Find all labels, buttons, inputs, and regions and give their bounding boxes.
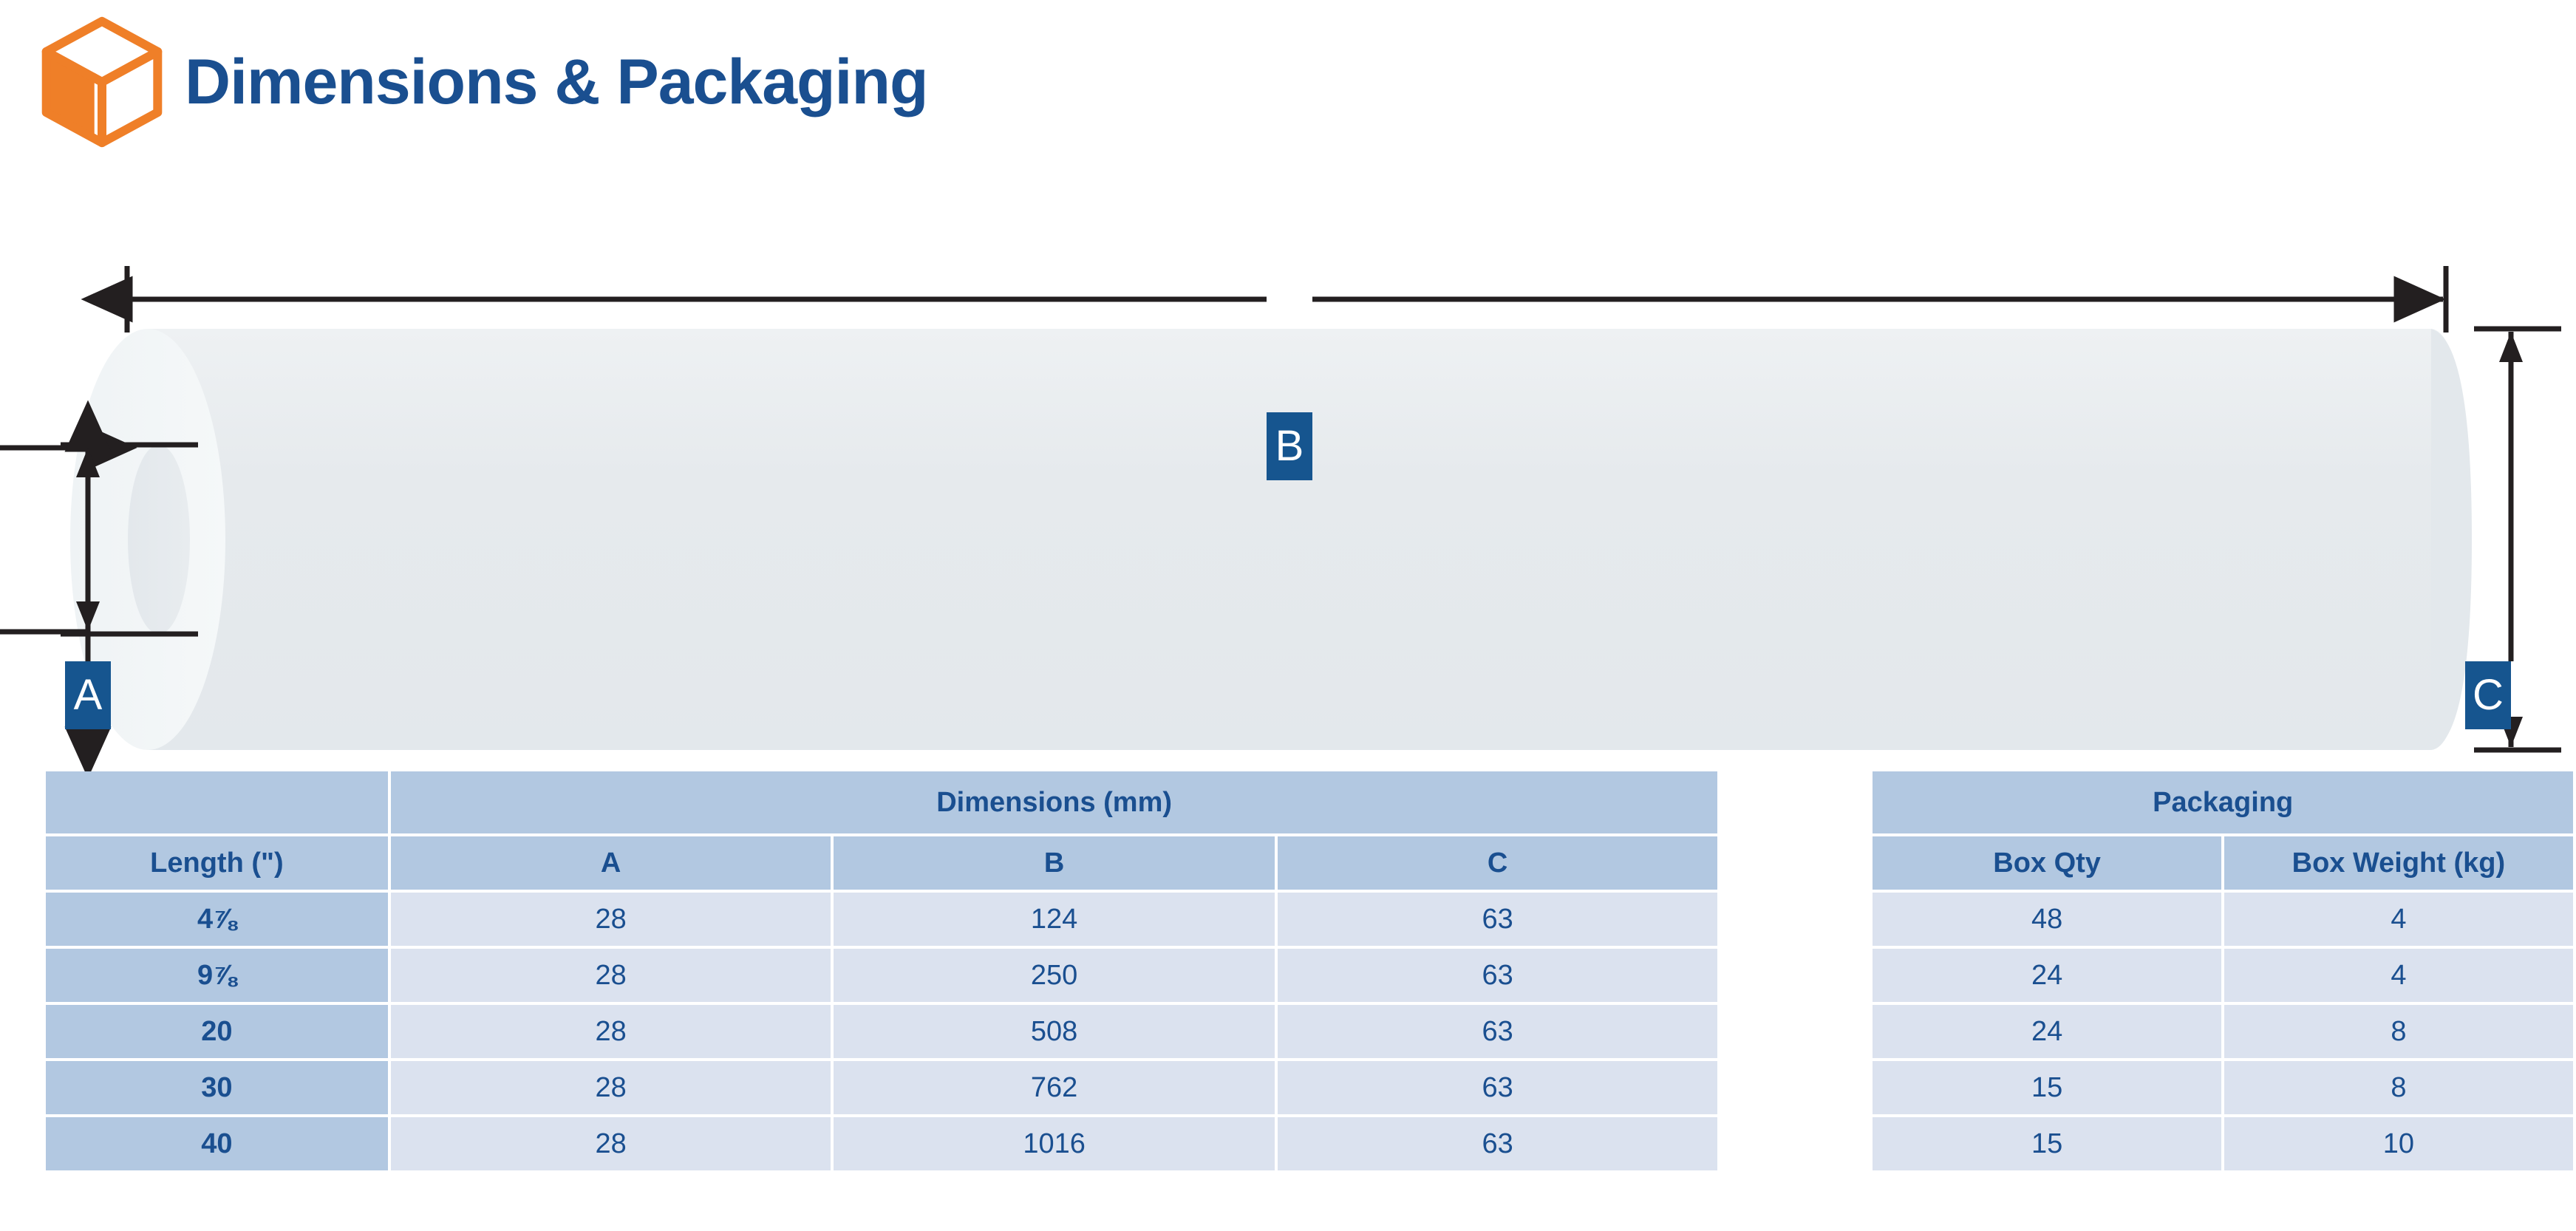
- dimension-line-b: [81, 266, 2449, 333]
- dimensions-cell-a: 28: [390, 1117, 831, 1170]
- dimensions-cell-c: 63: [1277, 893, 1718, 946]
- dimensions-cell-length: 40: [46, 1117, 388, 1170]
- cartridge-body: [70, 329, 2472, 750]
- dimensions-cell-c: 63: [1277, 1005, 1718, 1058]
- dimensions-cell-b: 762: [834, 1061, 1275, 1114]
- packaging-cell-weight: 8: [2224, 1061, 2573, 1114]
- diagram-canvas: [0, 266, 2561, 776]
- dimension-badge-b: B: [1267, 412, 1312, 480]
- dimensions-table-header-row: Length (") A B C: [46, 836, 1718, 890]
- dimensions-cell-length: 20: [46, 1005, 388, 1058]
- packaging-cell-weight: 10: [2224, 1117, 2573, 1170]
- table-row: 24 8: [1873, 1005, 2573, 1058]
- table-row: 15 8: [1873, 1061, 2573, 1114]
- packaging-cell-qty: 15: [1873, 1061, 2221, 1114]
- packaging-header-box-qty: Box Qty: [1873, 836, 2221, 890]
- table-row: 15 10: [1873, 1117, 2573, 1170]
- packaging-cell-weight: 4: [2224, 949, 2573, 1002]
- packaging-table-group-header-row: Packaging: [1873, 771, 2573, 833]
- packaging-table: Packaging Box Qty Box Weight (kg) 48 4 2…: [1870, 768, 2576, 1173]
- dimensions-cell-b: 1016: [834, 1117, 1275, 1170]
- diagram-arrowheads: [76, 332, 2523, 747]
- packaging-cell-weight: 8: [2224, 1005, 2573, 1058]
- dimensions-table-group-header-row: Dimensions (mm): [46, 771, 1718, 833]
- packaging-group-header: Packaging: [1873, 771, 2573, 833]
- dimensions-header-b: B: [834, 836, 1275, 890]
- table-row: 24 4: [1873, 949, 2573, 1002]
- packaging-cell-weight: 4: [2224, 893, 2573, 946]
- table-row: 30 28 762 63: [46, 1061, 1718, 1114]
- dimensions-group-header: Dimensions (mm): [390, 771, 1718, 833]
- dimensions-cell-c: 63: [1277, 1117, 1718, 1170]
- dimension-badge-a: A: [65, 661, 111, 729]
- packaging-cell-qty: 24: [1873, 949, 2221, 1002]
- arrowhead-a-down: [76, 601, 100, 631]
- filter-cartridge-dimension-diagram: B A C: [0, 185, 2576, 776]
- table-row: 9⅞ 28 250 63: [46, 949, 1718, 1002]
- dimensions-cell-length: 4⅞: [46, 893, 388, 946]
- page-header: Dimensions & Packaging: [38, 16, 929, 148]
- dimensions-cell-b: 124: [834, 893, 1275, 946]
- dimension-badge-c: C: [2465, 661, 2511, 729]
- dimensions-cell-a: 28: [390, 893, 831, 946]
- dimensions-cell-length: 9⅞: [46, 949, 388, 1002]
- dimensions-blank-header: [46, 771, 388, 833]
- dimensions-header-a: A: [390, 836, 831, 890]
- packaging-header-box-weight: Box Weight (kg): [2224, 836, 2573, 890]
- tables-section: Dimensions (mm) Length (") A B C 4⅞ 28 1…: [0, 768, 2576, 1173]
- dimensions-cell-length: 30: [46, 1061, 388, 1114]
- dimensions-header-c: C: [1277, 836, 1718, 890]
- dimensions-cell-b: 508: [834, 1005, 1275, 1058]
- box-icon: [38, 16, 166, 148]
- dimensions-table: Dimensions (mm) Length (") A B C 4⅞ 28 1…: [43, 768, 1720, 1173]
- packaging-table-header-row: Box Qty Box Weight (kg): [1873, 836, 2573, 890]
- packaging-cell-qty: 15: [1873, 1117, 2221, 1170]
- arrowhead-c-up: [2499, 332, 2523, 362]
- dimensions-cell-c: 63: [1277, 1061, 1718, 1114]
- dimensions-cell-c: 63: [1277, 949, 1718, 1002]
- dimensions-cell-a: 28: [390, 1061, 831, 1114]
- dimensions-cell-b: 250: [834, 949, 1275, 1002]
- arrowhead-a-up: [76, 448, 100, 477]
- table-row: 20 28 508 63: [46, 1005, 1718, 1058]
- packaging-cell-qty: 48: [1873, 893, 2221, 946]
- packaging-cell-qty: 24: [1873, 1005, 2221, 1058]
- dimensions-cell-a: 28: [390, 1005, 831, 1058]
- dimensions-cell-a: 28: [390, 949, 831, 1002]
- page-title: Dimensions & Packaging: [185, 47, 929, 117]
- table-row: 48 4: [1873, 893, 2573, 946]
- table-row: 40 28 1016 63: [46, 1117, 1718, 1170]
- dimensions-header-length: Length ("): [46, 836, 388, 890]
- table-row: 4⅞ 28 124 63: [46, 893, 1718, 946]
